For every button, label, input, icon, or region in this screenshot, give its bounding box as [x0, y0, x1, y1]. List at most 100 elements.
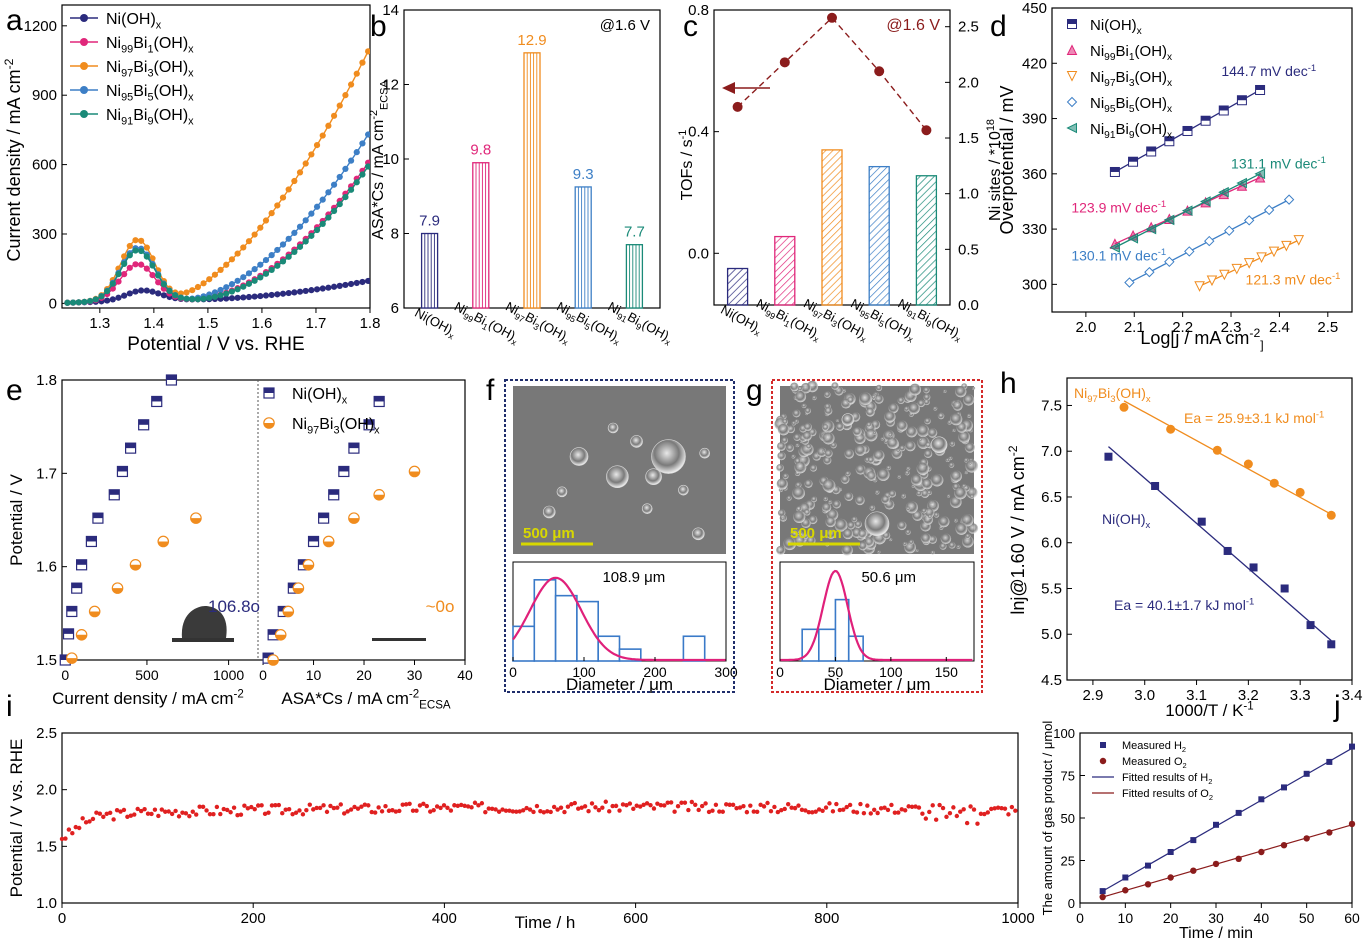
- panel-a-x-tick-label: 1.5: [197, 315, 218, 332]
- bubble: [961, 483, 967, 489]
- category-label-Ni(OH)x-part: x: [447, 331, 456, 342]
- data-point-Ni97Bi3(OH)x: [194, 283, 201, 291]
- panel-b-annotation: @1.6 V: [600, 17, 650, 34]
- data-point-Ni95Bi5(OH)x: [336, 173, 343, 181]
- data-point-stability: [896, 810, 901, 815]
- bar-Ni99Bi1(OH)x: [774, 235, 796, 306]
- data-point-Ni(OH)x: [223, 295, 230, 302]
- data-point-stability: [779, 807, 784, 813]
- series-label-ni: Ni(OH)x: [1102, 511, 1151, 531]
- bubble: [950, 470, 962, 482]
- data-point-Measured H2: [1326, 758, 1333, 765]
- data-point-stability: [176, 814, 182, 819]
- data-point-stability: [538, 809, 543, 814]
- data-point-ni-right-fill: [263, 653, 274, 659]
- data-point-Ni97Bi3(OH)x: [1268, 246, 1280, 258]
- data-point-stability: [985, 810, 990, 815]
- data-point-Ni91Bi9(OH)x: [138, 247, 145, 255]
- panel-h-x-tick-label: 3.0: [1134, 687, 1155, 704]
- data-point-Measured H2: [1303, 770, 1310, 777]
- data-point-stability: [376, 805, 381, 810]
- bubble: [699, 447, 711, 459]
- data-point-Ni97Bi3(OH)x: [279, 194, 287, 201]
- data-point-Ni97Bi3(OH)x: [1231, 263, 1243, 275]
- data-point-Ni(OH)x: [1327, 640, 1336, 649]
- bubble: [904, 406, 910, 412]
- data-point-Ni91Bi9(OH)x: [234, 286, 241, 293]
- data-point-Ni95Bi5(OH)x: [257, 261, 264, 268]
- legend-label-Ni99Bi1(OH)x-part: (OH): [1135, 43, 1168, 60]
- data-point-stability: [410, 808, 416, 813]
- panel-b-y-tick-label: 6: [391, 300, 399, 317]
- panel-j-y-tick-label: 75: [1061, 769, 1075, 784]
- data-point-Ni97Bi3(OH)x: [1326, 510, 1336, 520]
- bar-Ni97Bi3(OH)x: [821, 149, 843, 306]
- panel-d-y-tick-label: 330: [1022, 221, 1047, 238]
- bubble: [825, 516, 836, 528]
- data-point-stability: [906, 804, 911, 809]
- slope-label-main: 121.3 mV dec: [1246, 271, 1332, 287]
- category-label-Ni97Bi3(OH)x-part: 97: [513, 311, 526, 324]
- data-point-bi3-left-fill: [66, 658, 77, 664]
- data-point-stability: [920, 811, 925, 816]
- data-point-stability: [999, 805, 1004, 811]
- data-point-Ni97Bi3(OH)x: [365, 48, 370, 55]
- bubble: [786, 495, 792, 501]
- data-point-Ni97Bi3(OH)x: [308, 151, 315, 158]
- series-label-bi3-part: Ni: [1074, 385, 1087, 401]
- bubble: [930, 550, 935, 555]
- data-point-stability: [607, 809, 612, 814]
- data-point-ni-sites: [921, 125, 932, 136]
- bar-Ni97Bi3(OH)x: [523, 52, 541, 309]
- data-point-stability: [651, 806, 657, 811]
- data-point-Ni97Bi3(OH)x: [342, 92, 349, 99]
- data-point-stability: [297, 808, 302, 813]
- legend-label-Ni99Bi1(OH)x-part: Ni: [1090, 43, 1104, 60]
- data-point-Ni(OH)x-fill: [1237, 95, 1247, 101]
- histogram-tick-label: 0: [509, 664, 517, 680]
- data-point-stability: [245, 806, 251, 811]
- series-label-bi3-part: 3: [1110, 394, 1115, 405]
- data-point-Ni91Bi9(OH)x: [365, 163, 370, 170]
- data-point-Ni(OH)x: [347, 280, 355, 288]
- bubble: [904, 470, 910, 476]
- bubble: [821, 449, 825, 454]
- bubble: [924, 507, 935, 518]
- bubble: [965, 459, 979, 473]
- scale-bar-label: 500 μm: [790, 525, 842, 542]
- data-point-Ni95Bi5(OH)x: [342, 165, 349, 172]
- data-point-stability: [975, 821, 980, 826]
- bubble: [607, 422, 619, 434]
- bubble: [845, 470, 851, 477]
- panel-a-frame: [61, 4, 371, 309]
- data-point-Ni91Bi9(OH)x: [64, 299, 71, 306]
- bubble: [952, 400, 963, 411]
- data-point-stability: [138, 808, 144, 814]
- panel-b-y-tick-label: 10: [382, 151, 399, 168]
- panel-d-tafel-chart: 2.0 2.1 2.2 2.3 2.4 2.5 300 330 360 390 420 450 Log[…: [997, 0, 1353, 352]
- bubble: [897, 521, 907, 531]
- data-point-stability: [582, 804, 588, 809]
- data-point-Ni95Bi5(OH)x: [285, 235, 292, 242]
- data-point-stability: [541, 810, 547, 815]
- data-point-stability: [699, 803, 705, 809]
- data-point-Ni97Bi3(OH)x: [302, 160, 309, 167]
- data-point-Ni97Bi3(OH)x: [274, 202, 281, 209]
- bubble: [923, 449, 933, 459]
- data-point-ni-right-fill: [364, 419, 375, 425]
- data-point-Ni97Bi3(OH)x: [217, 266, 224, 274]
- data-point-ni-right-fill: [328, 489, 339, 495]
- legend-marker-Ni(OH)x: [80, 14, 88, 22]
- panel-c-ylabel2-main: Ni sites / *10: [987, 131, 1004, 221]
- panel-letter-f: f: [486, 374, 495, 407]
- category-label-Ni97Bi3(OH)x: Ni97Bi3(OH)x: [800, 296, 872, 345]
- data-point-stability: [662, 803, 667, 808]
- bubble: [933, 406, 938, 411]
- data-point-stability: [342, 811, 347, 816]
- panel-d-xlabel: Log[j / mA cm-2]: [1140, 326, 1263, 352]
- slope-label-sup: -1: [1158, 199, 1166, 210]
- bubble: [955, 522, 968, 535]
- bubble: [800, 382, 812, 394]
- data-point-stability: [77, 825, 82, 831]
- panel-i-x-tick-label: 600: [623, 910, 648, 927]
